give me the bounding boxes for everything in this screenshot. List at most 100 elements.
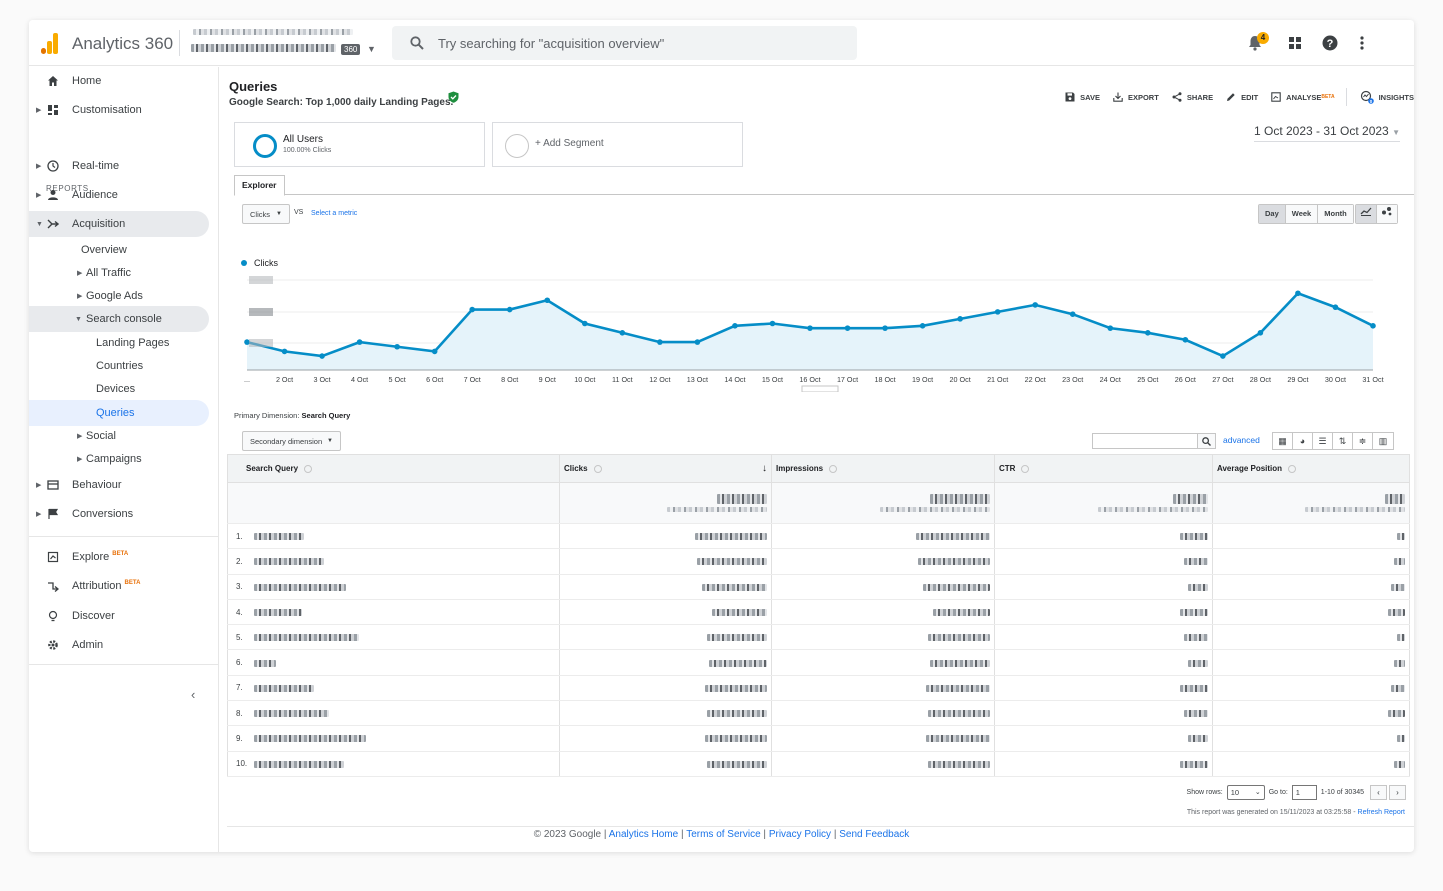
previous-page-button[interactable]: ‹ bbox=[1370, 785, 1387, 800]
column-header-average-position[interactable]: Average Position bbox=[1212, 454, 1410, 483]
analytics-logo-icon[interactable] bbox=[41, 32, 59, 54]
sidebar-item-conversions[interactable]: ▶ Conversions bbox=[29, 501, 209, 527]
sidebar-item-attribution[interactable]: Attribution BETA bbox=[29, 573, 209, 599]
more-vert-icon[interactable] bbox=[1352, 33, 1372, 53]
query-text-redacted[interactable] bbox=[254, 735, 366, 743]
table-row[interactable]: 1. bbox=[227, 523, 1410, 550]
performance-view-icon[interactable]: ☰ bbox=[1313, 433, 1333, 449]
table-row[interactable]: 10. bbox=[227, 751, 1410, 777]
advanced-filter-link[interactable]: advanced bbox=[1223, 435, 1260, 445]
term-cloud-view-icon[interactable]: ≑ bbox=[1353, 433, 1373, 449]
privacy-policy-link[interactable]: Privacy Policy bbox=[768, 829, 832, 840]
help-icon[interactable] bbox=[593, 464, 602, 473]
data-point bbox=[807, 325, 813, 331]
pie-view-icon[interactable]: ◕ bbox=[1293, 433, 1313, 449]
sidebar-item-countries[interactable]: Countries bbox=[29, 353, 209, 379]
sidebar-item-google-ads[interactable]: ▶ Google Ads bbox=[29, 283, 209, 309]
search-input[interactable] bbox=[438, 34, 838, 52]
query-text-redacted[interactable] bbox=[254, 684, 314, 692]
collapse-sidebar-icon[interactable]: ‹ bbox=[191, 687, 196, 702]
table-row[interactable]: 9. bbox=[227, 725, 1410, 752]
query-text-redacted[interactable] bbox=[254, 583, 346, 591]
help-icon[interactable]: ? bbox=[1320, 33, 1340, 53]
sidebar-item-audience[interactable]: ▶ Audience bbox=[29, 182, 209, 208]
query-text-redacted[interactable] bbox=[254, 558, 324, 566]
select-metric-link[interactable]: Select a metric bbox=[311, 210, 358, 217]
primary-dimension-value[interactable]: Search Query bbox=[301, 411, 351, 420]
sidebar-item-social[interactable]: ▶ Social bbox=[29, 423, 209, 449]
column-header-search-query[interactable]: Search Query bbox=[227, 454, 560, 483]
add-segment-button[interactable]: + Add Segment bbox=[492, 122, 743, 167]
query-text-redacted[interactable] bbox=[254, 710, 329, 718]
table-row[interactable]: 3. bbox=[227, 574, 1410, 600]
sidebar-item-landing-pages[interactable]: Landing Pages bbox=[29, 330, 209, 356]
sidebar-item-devices[interactable]: Devices bbox=[29, 376, 209, 402]
save-button[interactable]: SAVE bbox=[1065, 92, 1100, 102]
sidebar-item-discover[interactable]: Discover bbox=[29, 603, 209, 629]
query-text-redacted[interactable] bbox=[254, 634, 359, 642]
refresh-report-link[interactable]: Refresh Report bbox=[1357, 809, 1405, 816]
sidebar-item-search-console[interactable]: ▼ Search console bbox=[29, 306, 209, 332]
sidebar-item-queries[interactable]: Queries bbox=[29, 400, 209, 426]
sidebar-item-customisation[interactable]: ▶ Customisation bbox=[29, 97, 209, 123]
day-button[interactable]: Day bbox=[1259, 205, 1286, 223]
table-row[interactable]: 6. bbox=[227, 649, 1410, 676]
export-button[interactable]: EXPORT bbox=[1113, 92, 1159, 102]
sidebar-item-realtime[interactable]: ▶ Real-time bbox=[29, 153, 209, 179]
table-filter-input[interactable] bbox=[1092, 433, 1198, 449]
query-text-redacted[interactable] bbox=[254, 760, 344, 768]
share-button[interactable]: SHARE bbox=[1172, 92, 1213, 102]
table-row[interactable]: 4. bbox=[227, 599, 1410, 626]
sidebar-item-all-traffic[interactable]: ▶ All Traffic bbox=[29, 260, 209, 286]
query-text-redacted[interactable] bbox=[254, 608, 302, 616]
insights-button[interactable]: 0 INSIGHTS bbox=[1360, 90, 1414, 104]
row-number: 9. bbox=[236, 734, 243, 744]
motion-chart-button[interactable] bbox=[1377, 205, 1397, 223]
sidebar-item-campaigns[interactable]: ▶ Campaigns bbox=[29, 446, 209, 472]
analytics-home-link[interactable]: Analytics Home bbox=[608, 829, 679, 840]
secondary-dimension-select[interactable]: Secondary dimension ▼ bbox=[242, 431, 341, 451]
search-bar[interactable] bbox=[392, 26, 857, 60]
date-range-picker[interactable]: 1 Oct 2023 - 31 Oct 2023 ▼ bbox=[1253, 124, 1400, 142]
query-text-redacted[interactable] bbox=[254, 659, 276, 667]
table-row[interactable]: 8. bbox=[227, 700, 1410, 727]
segment-all-users[interactable]: All Users 100.00% Clicks bbox=[234, 122, 485, 167]
column-header-clicks[interactable]: Clicks ↓ bbox=[559, 454, 772, 483]
data-point bbox=[1370, 323, 1376, 329]
analyse-button[interactable]: ANALYSE BETA bbox=[1271, 92, 1335, 102]
edit-button[interactable]: EDIT bbox=[1226, 92, 1258, 102]
column-header-ctr[interactable]: CTR bbox=[994, 454, 1213, 483]
sidebar-item-acquisition[interactable]: ▼ Acquisition bbox=[29, 211, 209, 237]
sidebar-item-home[interactable]: Home bbox=[29, 68, 209, 94]
table-search-button[interactable] bbox=[1198, 433, 1216, 449]
sidebar-item-explore[interactable]: Explore BETA bbox=[29, 544, 209, 570]
data-table-view-icon[interactable]: ▦ bbox=[1273, 433, 1293, 449]
column-header-impressions[interactable]: Impressions bbox=[771, 454, 995, 483]
show-rows-select[interactable]: 10 ⌄ bbox=[1226, 785, 1265, 800]
week-button[interactable]: Week bbox=[1285, 205, 1319, 223]
comparison-view-icon[interactable]: ⇅ bbox=[1333, 433, 1353, 449]
account-selector[interactable]: 360 ▼ bbox=[191, 26, 381, 60]
sidebar-item-behaviour[interactable]: ▶ Behaviour bbox=[29, 472, 209, 498]
next-page-button[interactable]: › bbox=[1389, 785, 1406, 800]
tab-explorer[interactable]: Explorer bbox=[234, 175, 285, 196]
table-row[interactable]: 5. bbox=[227, 624, 1410, 651]
query-text-redacted[interactable] bbox=[254, 533, 304, 541]
redacted-value bbox=[705, 684, 767, 692]
help-icon[interactable] bbox=[829, 464, 838, 473]
table-row[interactable]: 7. bbox=[227, 675, 1410, 702]
sidebar-item-admin[interactable]: Admin bbox=[29, 632, 209, 658]
line-chart-button[interactable] bbox=[1356, 205, 1377, 223]
sidebar-item-overview[interactable]: Overview bbox=[29, 237, 209, 263]
apps-grid-icon[interactable] bbox=[1285, 33, 1305, 53]
metric-select[interactable]: Clicks ▼ bbox=[242, 204, 290, 224]
goto-input[interactable]: 1 bbox=[1291, 785, 1317, 800]
help-icon[interactable] bbox=[304, 464, 313, 473]
table-row[interactable]: 2. bbox=[227, 548, 1410, 575]
help-icon[interactable] bbox=[1021, 464, 1030, 473]
pivot-view-icon[interactable]: ▥ bbox=[1373, 433, 1393, 449]
send-feedback-link[interactable]: Send Feedback bbox=[839, 829, 910, 840]
terms-of-service-link[interactable]: Terms of Service bbox=[686, 829, 761, 840]
help-icon[interactable] bbox=[1288, 464, 1297, 473]
month-button[interactable]: Month bbox=[1318, 205, 1353, 223]
